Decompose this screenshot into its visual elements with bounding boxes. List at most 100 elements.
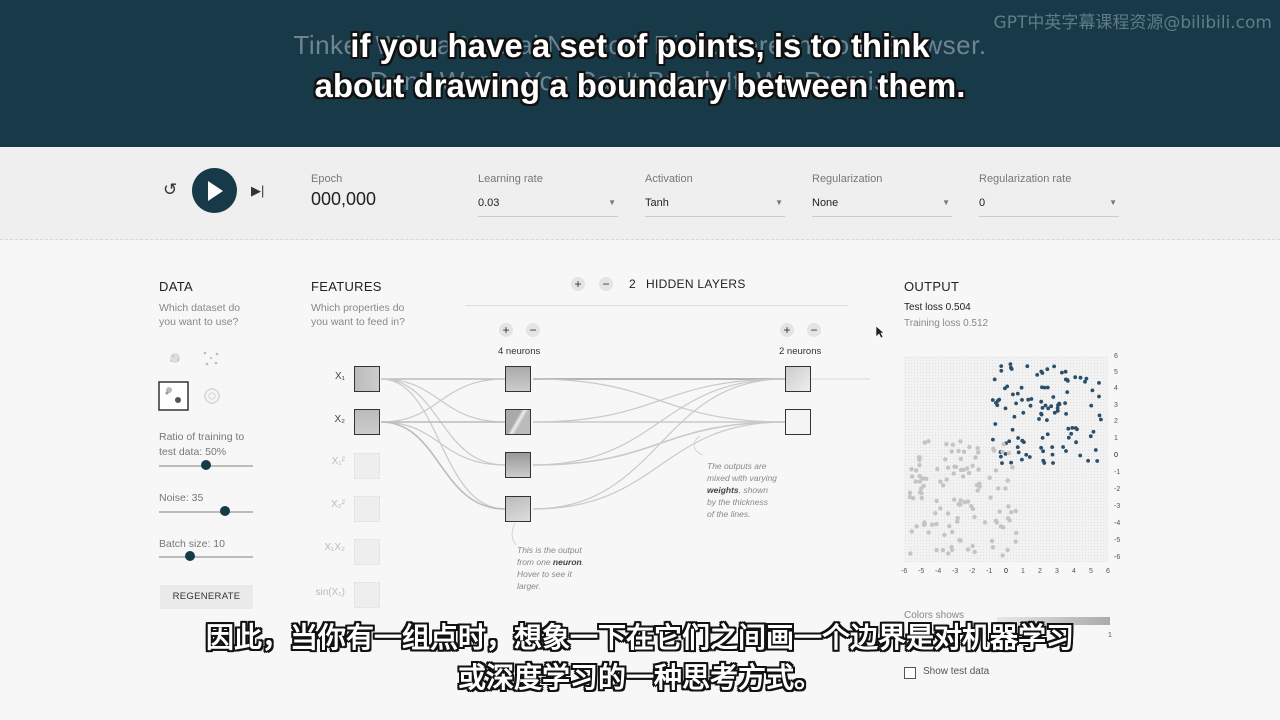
data-point-blue [1045, 385, 1050, 390]
data-point-blue [1007, 439, 1012, 444]
feature-node-sinx1[interactable] [354, 582, 380, 608]
data-point-gray [993, 468, 999, 473]
data-point-gray [952, 497, 957, 502]
output-title: OUTPUT [904, 279, 960, 294]
batch-slider-handle[interactable] [185, 551, 196, 561]
regularization-select[interactable]: None ▼ [812, 194, 952, 217]
neuron-1-4[interactable] [505, 496, 531, 522]
ratio-slider-handle[interactable] [201, 460, 211, 470]
data-point-gray [944, 477, 949, 482]
step-icon[interactable]: ▶| [251, 183, 265, 198]
data-point-gray [934, 547, 939, 553]
data-point-blue [1090, 388, 1095, 393]
data-point-gray [919, 486, 924, 491]
remove-neuron-layer1-button[interactable]: − [526, 323, 540, 337]
dataset-xor[interactable] [201, 349, 221, 367]
remove-neuron-layer2-button[interactable]: − [807, 323, 821, 337]
features-subtitle-1: Which properties do [311, 302, 405, 314]
data-point-blue [1040, 385, 1044, 390]
activation-label: Activation [645, 173, 693, 185]
neuron-1-3[interactable] [505, 452, 531, 478]
data-point-gray [950, 529, 955, 535]
hidden-layers-label: HIDDEN LAYERS [646, 277, 746, 291]
data-point-blue [1060, 370, 1064, 375]
y-tick: -5 [1114, 537, 1121, 544]
noise-slider[interactable] [159, 511, 253, 513]
data-point-gray [942, 532, 947, 538]
neuron-note-text: from one [517, 557, 553, 567]
add-neuron-layer1-button[interactable]: + [499, 323, 513, 337]
data-point-blue [1012, 414, 1017, 419]
weights-note-bold: weights [707, 485, 739, 495]
y-tick: -2 [1114, 486, 1121, 493]
remove-layer-button[interactable]: − [599, 277, 613, 291]
feature-node-x2sq[interactable] [354, 496, 380, 522]
x-tick: -3 [952, 568, 959, 575]
data-point-gray [944, 442, 949, 447]
data-point-blue [1020, 457, 1024, 462]
neuron-2-2[interactable] [785, 409, 811, 435]
feature-node-x2[interactable] [354, 409, 380, 435]
x-tick: 2 [1038, 568, 1042, 575]
batch-slider[interactable] [159, 556, 253, 558]
reg-rate-select[interactable]: 0 ▼ [979, 194, 1119, 217]
data-point-gray [958, 538, 963, 543]
y-tick: -4 [1114, 520, 1121, 527]
neuron-1-1[interactable] [505, 366, 531, 392]
data-point-blue [994, 401, 998, 405]
data-point-blue [1052, 410, 1057, 415]
learning-rate-select[interactable]: 0.03 ▼ [478, 194, 618, 217]
data-point-blue [1040, 436, 1045, 440]
neuron-note-line2: from one neuron. [517, 556, 584, 568]
feature-node-x1x2[interactable] [354, 539, 380, 565]
y-tick: 2 [1114, 418, 1118, 425]
data-point-blue [1009, 365, 1013, 370]
weights-note-text: , shown [738, 485, 768, 495]
data-point-gray [941, 483, 946, 488]
data-point-gray [926, 530, 931, 535]
reset-icon[interactable]: ↺ [163, 180, 178, 199]
data-point-gray [922, 440, 927, 445]
feature-node-x1[interactable] [354, 366, 380, 392]
data-point-gray [953, 464, 959, 470]
data-point-blue [1045, 432, 1050, 437]
data-point-blue [1065, 379, 1070, 383]
data-point-gray [972, 549, 977, 555]
data-point-blue [1003, 452, 1008, 456]
dataset-circle[interactable] [170, 353, 180, 363]
show-test-data-label: Show test data [923, 666, 990, 677]
data-point-gray [1001, 442, 1006, 447]
add-neuron-layer2-button[interactable]: + [780, 323, 794, 337]
dataset-spiral[interactable] [204, 388, 220, 404]
data-point-gray [1007, 518, 1012, 523]
data-point-gray [911, 496, 916, 501]
data-point-gray [956, 502, 961, 507]
output-plot [904, 356, 1108, 562]
neuron-1-2[interactable] [505, 409, 531, 435]
x-tick: -5 [918, 568, 925, 575]
noise-slider-handle[interactable] [219, 506, 230, 516]
data-point-blue [1064, 412, 1068, 416]
data-point-blue [1050, 445, 1055, 449]
data-point-blue [1028, 403, 1033, 408]
data-point-blue [1089, 403, 1094, 408]
data-point-blue [1041, 449, 1045, 454]
data-point-gray [946, 551, 951, 556]
neuron-2-1[interactable] [785, 366, 811, 392]
dataset-gaussian[interactable] [158, 381, 189, 411]
add-layer-button[interactable]: + [571, 277, 585, 291]
data-point-gray [956, 448, 961, 454]
data-point-blue [1073, 426, 1078, 430]
regularization-label: Regularization [812, 173, 883, 185]
data-point-blue [1011, 392, 1015, 397]
data-point-blue [1009, 460, 1013, 465]
feature-node-x1sq[interactable] [354, 453, 380, 479]
regenerate-button[interactable]: REGENERATE [160, 585, 253, 609]
data-point-gray [970, 463, 975, 468]
show-test-data-checkbox[interactable] [904, 667, 916, 679]
data-point-blue [999, 364, 1004, 368]
data-point-blue [1020, 398, 1024, 402]
data-point-gray [924, 476, 929, 481]
activation-select[interactable]: Tanh ▼ [645, 194, 785, 217]
activation-value: Tanh [645, 197, 669, 209]
